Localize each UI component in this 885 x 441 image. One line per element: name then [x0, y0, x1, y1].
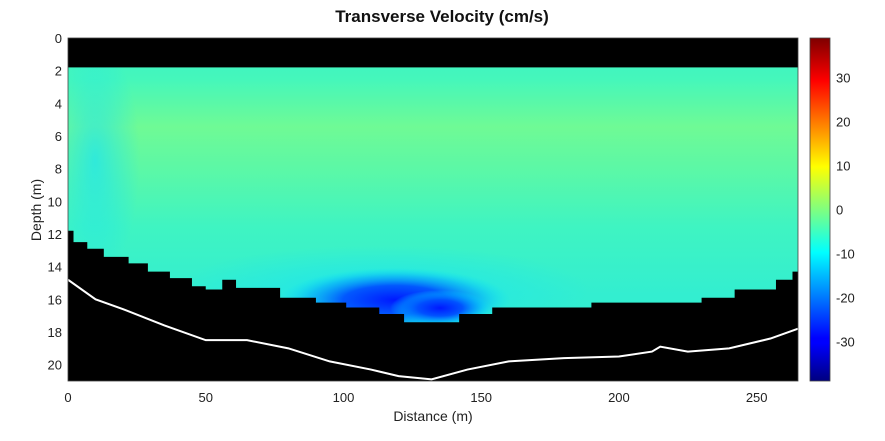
x-tick-label: 200 — [608, 390, 630, 405]
colorbar-tick-label: 0 — [836, 203, 843, 218]
colorbar-tick-label: 20 — [836, 115, 850, 130]
colorbar-tick-label: -20 — [836, 290, 855, 305]
y-tick-label: 20 — [48, 358, 62, 373]
x-tick-label: 50 — [199, 390, 213, 405]
x-tick-label: 150 — [470, 390, 492, 405]
y-tick-label: 8 — [55, 162, 62, 177]
x-tick-label: 0 — [64, 390, 71, 405]
y-tick-label: 2 — [55, 64, 62, 79]
y-tick-label: 16 — [48, 292, 62, 307]
x-tick-label: 250 — [746, 390, 768, 405]
bed-profile-line — [68, 278, 798, 381]
x-axis-label: Distance (m) — [393, 408, 472, 424]
y-tick-label: 4 — [55, 96, 62, 111]
chart-title: Transverse Velocity (cm/s) — [335, 7, 549, 26]
colorbar-tick-label: -30 — [836, 334, 855, 349]
colorbar — [809, 37, 831, 382]
colorbar-axis: 30 20 10 0 -10 -20 -30 — [836, 71, 855, 350]
y-tick-label: 12 — [48, 227, 62, 242]
colorbar-tick-label: 30 — [836, 71, 850, 86]
colorbar-tick-label: -10 — [836, 246, 855, 261]
heatmap-area — [68, 38, 798, 381]
y-tick-label: 14 — [48, 260, 62, 275]
y-tick-label: 18 — [48, 325, 62, 340]
colorbar-tick-label: 10 — [836, 159, 850, 174]
left-bank-shear — [68, 40, 140, 280]
y-tick-label: 6 — [55, 129, 62, 144]
y-tick-label: 10 — [48, 194, 62, 209]
x-axis: 0 50 100 150 200 250 — [64, 390, 767, 405]
y-tick-label: 0 — [55, 31, 62, 46]
y-axis: 0 2 4 6 8 10 12 14 16 18 20 — [48, 31, 62, 373]
plot-frame — [67, 37, 799, 382]
x-tick-label: 100 — [333, 390, 355, 405]
blanked-surface-region — [68, 38, 798, 68]
y-axis-label: Depth (m) — [28, 179, 44, 241]
below-bed-mask — [68, 230, 798, 381]
